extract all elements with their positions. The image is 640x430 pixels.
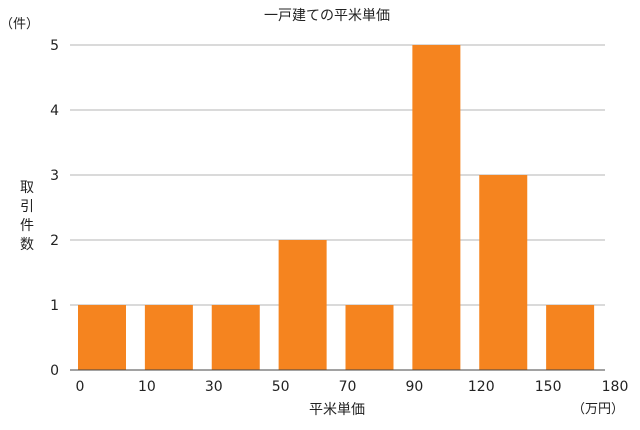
x-axis-label: 平米単価	[309, 402, 365, 418]
bar-90-120	[412, 45, 461, 370]
y-axis-unit: （件）	[0, 17, 39, 32]
y-tick-label: 4	[50, 103, 59, 119]
x-tick-label: 10	[138, 379, 156, 395]
bar-0-10	[78, 305, 126, 370]
bar-50-70	[278, 240, 327, 370]
bar-120-150	[479, 175, 528, 370]
y-tick-label: 0	[50, 363, 59, 379]
bar-150-180	[546, 305, 595, 370]
y-tick-label: 3	[50, 168, 59, 184]
x-tick-labels: 0 10 30 50 70 90 120 150 180	[76, 379, 629, 395]
x-tick-label: 180	[602, 379, 629, 395]
y-tick-label: 1	[50, 298, 59, 314]
x-tick-label: 0	[76, 379, 85, 395]
chart-title: 一戸建ての平米単価	[264, 8, 390, 24]
bar-10-30	[144, 305, 193, 370]
x-tick-label: 90	[405, 379, 423, 395]
y-axis-label-char: 引	[20, 199, 34, 215]
bars	[78, 45, 595, 370]
x-axis-unit: （万円）	[572, 402, 624, 417]
y-axis-label-char: 数	[20, 237, 34, 253]
x-tick-label: 150	[535, 379, 562, 395]
x-tick-label: 120	[468, 379, 495, 395]
y-tick-labels: 0 1 2 3 4 5	[50, 38, 59, 379]
y-axis-label-char: 取	[20, 180, 34, 196]
x-tick-label: 50	[272, 379, 290, 395]
x-tick-label: 30	[205, 379, 223, 395]
x-tick-label: 70	[339, 379, 357, 395]
y-tick-label: 2	[50, 233, 59, 249]
y-axis-label-char: 件	[20, 218, 34, 234]
bar-70-90	[345, 305, 394, 370]
bar-30-50	[211, 305, 260, 370]
y-tick-label: 5	[50, 38, 59, 54]
